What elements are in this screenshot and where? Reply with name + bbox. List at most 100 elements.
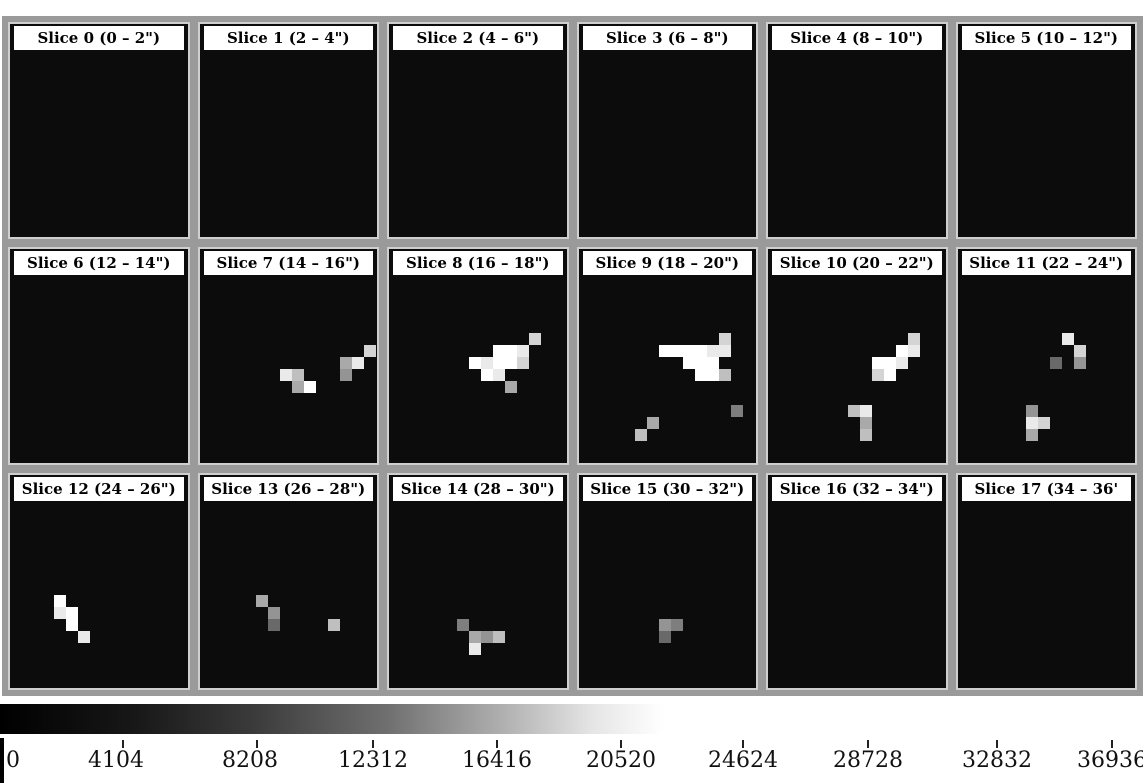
intensity-pixel — [706, 345, 719, 358]
intensity-pixel — [694, 357, 707, 370]
intensity-pixel — [730, 405, 743, 418]
slice-panel[interactable]: Slice 12 (24 – 26") — [8, 472, 190, 690]
intensity-pixel — [634, 429, 647, 442]
intensity-pixel — [718, 345, 731, 358]
slice-panel[interactable]: Slice 8 (16 – 18") — [387, 247, 569, 465]
slice-panel[interactable]: Slice 10 (20 – 22") — [766, 247, 948, 465]
intensity-pixel — [493, 357, 505, 370]
colorbar-tick-label: 20520 — [586, 748, 656, 773]
slice-image — [579, 56, 757, 237]
colorbar-tick-label: 32832 — [962, 748, 1032, 773]
intensity-pixel — [1025, 405, 1038, 418]
slice-image — [200, 56, 378, 237]
intensity-pixel — [694, 369, 707, 382]
intensity-pixel — [1025, 429, 1038, 442]
intensity-pixel — [54, 606, 66, 619]
slice-label: Slice 11 (22 – 24") — [961, 251, 1131, 276]
intensity-pixel — [1061, 333, 1074, 346]
colorbar-tick-mark — [1111, 740, 1113, 748]
intensity-pixel — [267, 618, 280, 631]
intensity-pixel — [908, 345, 920, 358]
intensity-pixel — [66, 606, 78, 619]
colorbar-tick-label: 16416 — [462, 748, 532, 773]
colorbar-tick-label: 36936 — [1077, 748, 1143, 773]
slice-panel[interactable]: Slice 5 (10 – 12") — [955, 22, 1137, 240]
slice-panel[interactable]: Slice 16 (32 – 34") — [766, 472, 948, 690]
intensity-pixel — [694, 345, 707, 358]
slice-panel[interactable]: Slice 4 (8 – 10") — [766, 22, 948, 240]
slice-label: Slice 0 (0 – 2") — [14, 26, 184, 50]
slice-image — [389, 281, 567, 462]
slice-image — [768, 56, 946, 237]
slice-label: Slice 4 (8 – 10") — [772, 26, 942, 50]
slice-label: Slice 5 (10 – 12") — [961, 26, 1131, 50]
intensity-pixel — [493, 345, 505, 358]
slice-panel[interactable]: Slice 11 (22 – 24") — [955, 247, 1137, 465]
colorbar-tick-mark — [620, 740, 622, 748]
intensity-pixel — [279, 369, 292, 382]
intensity-pixel — [896, 345, 908, 358]
intensity-pixel — [469, 642, 481, 655]
intensity-pixel — [327, 618, 340, 631]
slice-label: Slice 7 (14 – 16") — [203, 251, 373, 276]
intensity-pixel — [469, 357, 481, 370]
slice-image — [958, 56, 1136, 237]
slice-image — [200, 281, 378, 462]
slice-panel[interactable]: Slice 0 (0 – 2") — [8, 22, 190, 240]
colorbar-ticks: 0 4104 8208 12312 16416 20520 24624 28728 32832 3… — [0, 740, 1143, 783]
slice-label: Slice 13 (26 – 28") — [203, 476, 373, 501]
intensity-pixel — [658, 345, 671, 358]
intensity-pixel — [339, 369, 352, 382]
intensity-pixel — [505, 345, 517, 358]
intensity-pixel — [706, 357, 719, 370]
intensity-pixel — [860, 405, 872, 418]
intensity-pixel — [255, 594, 268, 607]
slice-label: Slice 14 (28 – 30") — [393, 476, 563, 501]
intensity-pixel — [303, 381, 316, 394]
intensity-pixel — [658, 618, 671, 631]
intensity-pixel — [872, 357, 884, 370]
slice-panel[interactable]: Slice 13 (26 – 28") — [197, 472, 379, 690]
intensity-pixel — [670, 345, 683, 358]
slice-label: Slice 10 (20 – 22") — [772, 251, 942, 276]
intensity-pixel — [363, 345, 376, 358]
intensity-pixel — [860, 417, 872, 430]
slice-image — [10, 56, 188, 237]
intensity-pixel — [339, 357, 352, 370]
slice-panel[interactable]: Slice 2 (4 – 6") — [387, 22, 569, 240]
slice-label: Slice 16 (32 – 34") — [772, 476, 942, 501]
intensity-pixel — [469, 630, 481, 643]
slice-panel[interactable]: Slice 3 (6 – 8") — [576, 22, 758, 240]
intensity-pixel — [884, 357, 896, 370]
slice-image — [579, 507, 757, 688]
intensity-pixel — [908, 333, 920, 346]
slice-panel[interactable]: Slice 7 (14 – 16") — [197, 247, 379, 465]
intensity-pixel — [848, 405, 860, 418]
slice-label: Slice 8 (16 – 18") — [393, 251, 563, 276]
intensity-pixel — [505, 357, 517, 370]
slice-panel[interactable]: Slice 14 (28 – 30") — [387, 472, 569, 690]
slice-label: Slice 12 (24 – 26") — [14, 476, 184, 501]
slice-image — [389, 507, 567, 688]
intensity-pixel — [670, 618, 683, 631]
slice-panel[interactable]: Slice 9 (18 – 20") — [576, 247, 758, 465]
slice-panel[interactable]: Slice 1 (2 – 4") — [197, 22, 379, 240]
colorbar-left-edge — [0, 738, 4, 783]
intensity-pixel — [1073, 357, 1086, 370]
slice-image — [10, 507, 188, 688]
slice-panel[interactable]: Slice 15 (30 – 32") — [576, 472, 758, 690]
slice-image — [10, 281, 188, 462]
slice-panel[interactable]: Slice 6 (12 – 14") — [8, 247, 190, 465]
intensity-pixel — [78, 630, 90, 643]
intensity-pixel — [529, 333, 541, 346]
colorbar-tick-mark — [372, 740, 374, 748]
intensity-pixel — [718, 333, 731, 346]
colorbar-tick-mark — [996, 740, 998, 748]
intensity-pixel — [706, 369, 719, 382]
colorbar-tick-mark — [742, 740, 744, 748]
intensity-pixel — [872, 369, 884, 382]
slice-panel[interactable]: Slice 17 (34 – 36' — [955, 472, 1137, 690]
intensity-pixel — [267, 606, 280, 619]
intensity-pixel — [1049, 357, 1062, 370]
intensity-pixel — [517, 345, 529, 358]
